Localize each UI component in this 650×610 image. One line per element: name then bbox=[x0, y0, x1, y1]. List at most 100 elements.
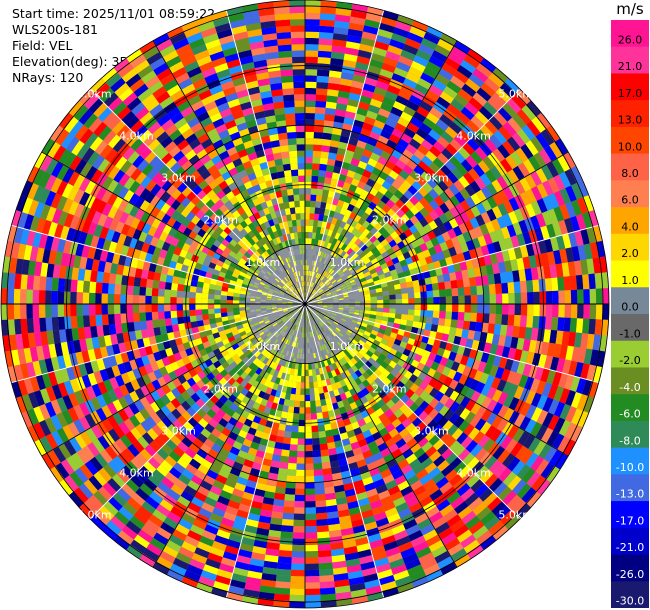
velocity-cell bbox=[133, 321, 142, 331]
velocity-cell bbox=[393, 283, 401, 290]
velocity-cell bbox=[211, 368, 220, 377]
velocity-cell bbox=[28, 392, 39, 409]
velocity-cell bbox=[331, 127, 343, 136]
velocity-cell bbox=[214, 294, 221, 300]
velocity-cell bbox=[463, 423, 475, 437]
velocity-cell bbox=[375, 357, 384, 366]
velocity-cell bbox=[530, 407, 543, 422]
velocity-cell bbox=[60, 252, 70, 267]
velocity-cell bbox=[508, 304, 515, 315]
velocity-cell bbox=[326, 358, 332, 366]
velocity-cell bbox=[173, 368, 183, 378]
velocity-cell bbox=[356, 248, 364, 256]
velocity-cell bbox=[341, 384, 350, 393]
velocity-cell bbox=[113, 294, 121, 304]
velocity-cell bbox=[334, 232, 341, 240]
velocity-cell bbox=[228, 250, 237, 258]
velocity-cell bbox=[372, 261, 381, 269]
velocity-cell bbox=[378, 381, 387, 391]
velocity-cell bbox=[389, 38, 405, 50]
velocity-cell bbox=[226, 307, 234, 313]
velocity-cell bbox=[67, 186, 80, 201]
velocity-cell bbox=[51, 290, 58, 304]
velocity-cell bbox=[101, 282, 109, 294]
velocity-cell bbox=[45, 304, 52, 318]
velocity-cell bbox=[336, 373, 344, 382]
velocity-cell bbox=[429, 145, 442, 158]
velocity-cell bbox=[63, 354, 73, 369]
velocity-cell bbox=[179, 270, 187, 279]
velocity-cell bbox=[470, 205, 481, 218]
velocity-cell bbox=[373, 40, 390, 51]
velocity-cell bbox=[388, 360, 397, 369]
velocity-cell bbox=[337, 213, 345, 221]
velocity-cell bbox=[497, 203, 509, 217]
velocity-cell bbox=[359, 95, 372, 105]
velocity-cell bbox=[558, 419, 572, 437]
velocity-cell bbox=[95, 293, 102, 304]
velocity-cell bbox=[258, 390, 266, 399]
velocity-cell bbox=[123, 393, 135, 406]
velocity-cell bbox=[395, 535, 411, 547]
velocity-cell bbox=[67, 407, 80, 422]
velocity-cell bbox=[377, 304, 384, 309]
velocity-cell bbox=[556, 235, 566, 250]
velocity-cell bbox=[176, 384, 186, 395]
velocity-cell bbox=[363, 290, 371, 295]
velocity-cell bbox=[423, 404, 435, 416]
velocity-cell bbox=[392, 433, 403, 444]
velocity-cell bbox=[295, 476, 305, 483]
velocity-cell bbox=[14, 318, 22, 335]
velocity-cell bbox=[425, 150, 438, 163]
velocity-cell bbox=[140, 175, 152, 189]
velocity-cell bbox=[346, 143, 357, 153]
velocity-cell bbox=[358, 251, 366, 259]
velocity-cell bbox=[498, 467, 512, 483]
velocity-cell bbox=[413, 55, 429, 67]
velocity-cell bbox=[145, 179, 157, 192]
velocity-cell bbox=[305, 482, 315, 489]
velocity-cell bbox=[204, 453, 216, 465]
velocity-cell bbox=[391, 179, 402, 190]
velocity-cell bbox=[309, 388, 315, 395]
velocity-cell bbox=[153, 532, 169, 546]
velocity-cell bbox=[247, 447, 258, 456]
nrays-label: NRays: 120 bbox=[12, 70, 84, 85]
velocity-cell bbox=[391, 128, 404, 139]
velocity-cell bbox=[441, 366, 451, 377]
velocity-cell bbox=[218, 418, 229, 428]
velocity-cell bbox=[51, 430, 64, 447]
velocity-cell bbox=[443, 187, 455, 200]
velocity-cell bbox=[128, 402, 140, 415]
velocity-cell bbox=[484, 138, 498, 153]
velocity-cell bbox=[218, 523, 233, 534]
velocity-cell bbox=[381, 349, 390, 357]
velocity-cell bbox=[354, 222, 363, 231]
velocity-cell bbox=[353, 427, 363, 436]
velocity-cell bbox=[211, 231, 220, 240]
velocity-cell bbox=[462, 346, 472, 358]
velocity-cell bbox=[215, 247, 224, 256]
velocity-cell bbox=[221, 338, 230, 346]
velocity-cell bbox=[166, 412, 177, 424]
velocity-cell bbox=[367, 158, 378, 168]
velocity-cell bbox=[229, 446, 241, 456]
velocity-cell bbox=[479, 372, 490, 385]
velocity-cell bbox=[408, 94, 423, 107]
velocity-cell bbox=[112, 492, 127, 507]
velocity-cell bbox=[470, 443, 483, 457]
velocity-cell bbox=[336, 96, 349, 105]
velocity-cell bbox=[202, 564, 219, 575]
velocity-cell bbox=[354, 230, 363, 239]
velocity-cell bbox=[321, 405, 328, 413]
velocity-cell bbox=[66, 455, 80, 472]
velocity-cell bbox=[236, 278, 244, 284]
velocity-cell bbox=[391, 327, 399, 335]
velocity-cell bbox=[491, 262, 500, 275]
velocity-cell bbox=[492, 525, 509, 541]
velocity-cell bbox=[400, 547, 416, 559]
velocity-cell bbox=[76, 448, 90, 465]
velocity-cell bbox=[50, 125, 65, 142]
velocity-cell bbox=[408, 501, 423, 514]
velocity-cell bbox=[147, 371, 158, 383]
